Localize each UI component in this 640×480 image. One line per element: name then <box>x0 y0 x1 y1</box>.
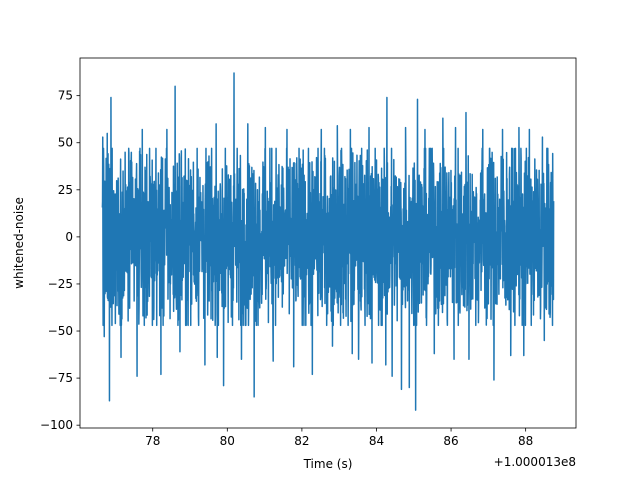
x-tick-label: 78 <box>145 434 160 448</box>
x-tick-label: 84 <box>369 434 384 448</box>
y-tick-label: 25 <box>58 183 73 197</box>
x-tick-label: 86 <box>443 434 458 448</box>
y-tick-label: −50 <box>48 324 73 338</box>
y-axis-ticks: −100 −75 −50 −25 0 25 50 75 <box>40 89 80 432</box>
x-axis-ticks: 78 80 82 84 86 88 <box>145 428 533 448</box>
y-tick-label: −75 <box>48 371 73 385</box>
plot-area <box>101 72 555 411</box>
y-tick-label: −25 <box>48 277 73 291</box>
y-tick-label: 0 <box>65 230 73 244</box>
y-tick-label: −100 <box>40 418 73 432</box>
y-tick-label: 50 <box>58 136 73 150</box>
axes-frame <box>79 57 577 429</box>
y-tick-label: 75 <box>58 89 73 103</box>
noise-series-line <box>101 72 555 411</box>
x-tick-label: 88 <box>518 434 533 448</box>
y-axis-label: whitened-noise <box>12 197 26 289</box>
x-axis-label: Time (s) <box>303 457 353 471</box>
x-axis-offset-label: +1.000013e8 <box>494 455 576 469</box>
x-tick-label: 80 <box>220 434 235 448</box>
x-tick-label: 82 <box>294 434 309 448</box>
